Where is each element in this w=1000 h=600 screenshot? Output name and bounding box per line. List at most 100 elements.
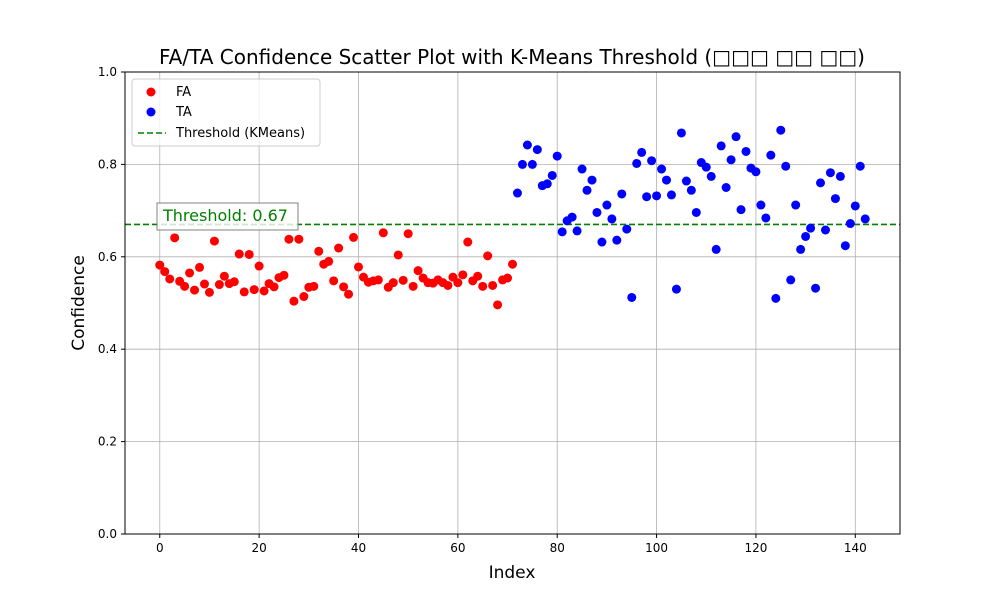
fa-point [209, 236, 219, 246]
ta-point [652, 191, 662, 201]
fa-point [408, 281, 418, 291]
fa-point [334, 243, 344, 253]
ta-point [781, 161, 791, 171]
ta-point [517, 159, 527, 169]
ta-point [557, 227, 567, 237]
fa-point [413, 266, 423, 276]
ta-point [796, 244, 806, 254]
ta-point [527, 159, 537, 169]
ta-point [587, 175, 597, 185]
ta-point [786, 275, 796, 285]
ta-point [552, 151, 562, 161]
fa-point [259, 286, 269, 296]
x-tick-label: 40 [351, 541, 366, 555]
fa-point [214, 280, 224, 290]
y-tick-label: 0.2 [98, 435, 117, 449]
ta-point [572, 226, 582, 236]
ta-point [801, 231, 811, 241]
fa-point [239, 287, 249, 297]
y-tick-label: 1.0 [98, 65, 117, 79]
ta-point [711, 244, 721, 254]
ta-point [532, 145, 542, 155]
fa-point [170, 233, 180, 243]
ta-point [761, 213, 771, 223]
fa-point [309, 281, 319, 291]
fa-point [165, 274, 175, 284]
fa-point [473, 271, 483, 281]
ta-point [825, 168, 835, 178]
fa-point [453, 278, 463, 288]
ta-point [771, 293, 781, 303]
ta-point [845, 219, 855, 229]
plot-area [125, 72, 900, 534]
fa-point [155, 260, 165, 270]
ta-point [567, 212, 577, 222]
fa-point [508, 259, 517, 269]
threshold-annotation-text: Threshold: 0.67 [162, 206, 288, 225]
ta-point [811, 283, 821, 293]
ta-point [706, 171, 716, 181]
ta-point [721, 183, 731, 192]
ta-point [860, 214, 870, 224]
ta-point [637, 147, 647, 157]
threshold-annotation-box [156, 202, 299, 231]
ta-point [840, 241, 850, 251]
x-tick-label: 0 [156, 541, 164, 555]
fa-point [488, 280, 498, 290]
fa-point [349, 232, 359, 242]
fa-point [373, 275, 383, 285]
y-tick-label: 0.8 [98, 157, 117, 171]
fa-point [393, 250, 403, 260]
ta-point [671, 284, 681, 294]
ta-point [691, 207, 701, 217]
fa-point [185, 268, 195, 278]
fa-point [244, 249, 254, 259]
ta-point [806, 223, 816, 233]
fa-point [403, 229, 413, 239]
ta-point [681, 176, 691, 186]
fa-point [204, 287, 214, 297]
ta-point [617, 189, 627, 199]
threshold-annotation: Threshold: 0.67 [156, 202, 299, 231]
ta-point [612, 235, 622, 245]
x-tick-label: 120 [744, 541, 767, 555]
fa-point [199, 279, 209, 289]
ta-point [776, 125, 786, 135]
legend-threshold-label: Threshold (KMeans) [175, 126, 305, 141]
x-axis-label: Index [489, 563, 536, 583]
fa-point [478, 281, 488, 291]
fa-point [353, 262, 363, 272]
fa-point [219, 271, 229, 281]
fa-point [503, 273, 513, 283]
x-tick-label: 60 [450, 541, 465, 555]
fa-point [388, 278, 398, 288]
fa-point [378, 228, 388, 238]
ta-point [850, 201, 860, 211]
fa-point [329, 276, 339, 286]
y-axis-ticks: 0.0 0.2 0.4 0.6 0.8 1.0 [98, 65, 125, 541]
fa-point [299, 292, 309, 302]
fa-point [195, 262, 205, 272]
fa-point [483, 251, 493, 261]
fa-point [324, 256, 334, 266]
ta-point [512, 188, 522, 198]
fa-point [190, 285, 200, 295]
ta-point [736, 205, 746, 215]
ta-point [830, 194, 840, 204]
ta-point [602, 200, 612, 210]
ta-point [662, 175, 672, 185]
ta-point [632, 158, 642, 168]
ta-point [686, 185, 696, 195]
y-tick-label: 0.6 [98, 250, 117, 264]
x-tick-label: 140 [844, 541, 867, 555]
y-axis-label: Confidence [69, 255, 89, 351]
ta-point [791, 200, 801, 210]
fa-point [229, 277, 239, 287]
ta-point [751, 167, 761, 177]
ta-point [701, 162, 711, 172]
ta-point [666, 190, 676, 200]
fa-point [249, 285, 259, 295]
legend-fa-marker [146, 87, 156, 97]
ta-point [766, 150, 776, 160]
y-tick-label: 0.4 [98, 342, 117, 356]
